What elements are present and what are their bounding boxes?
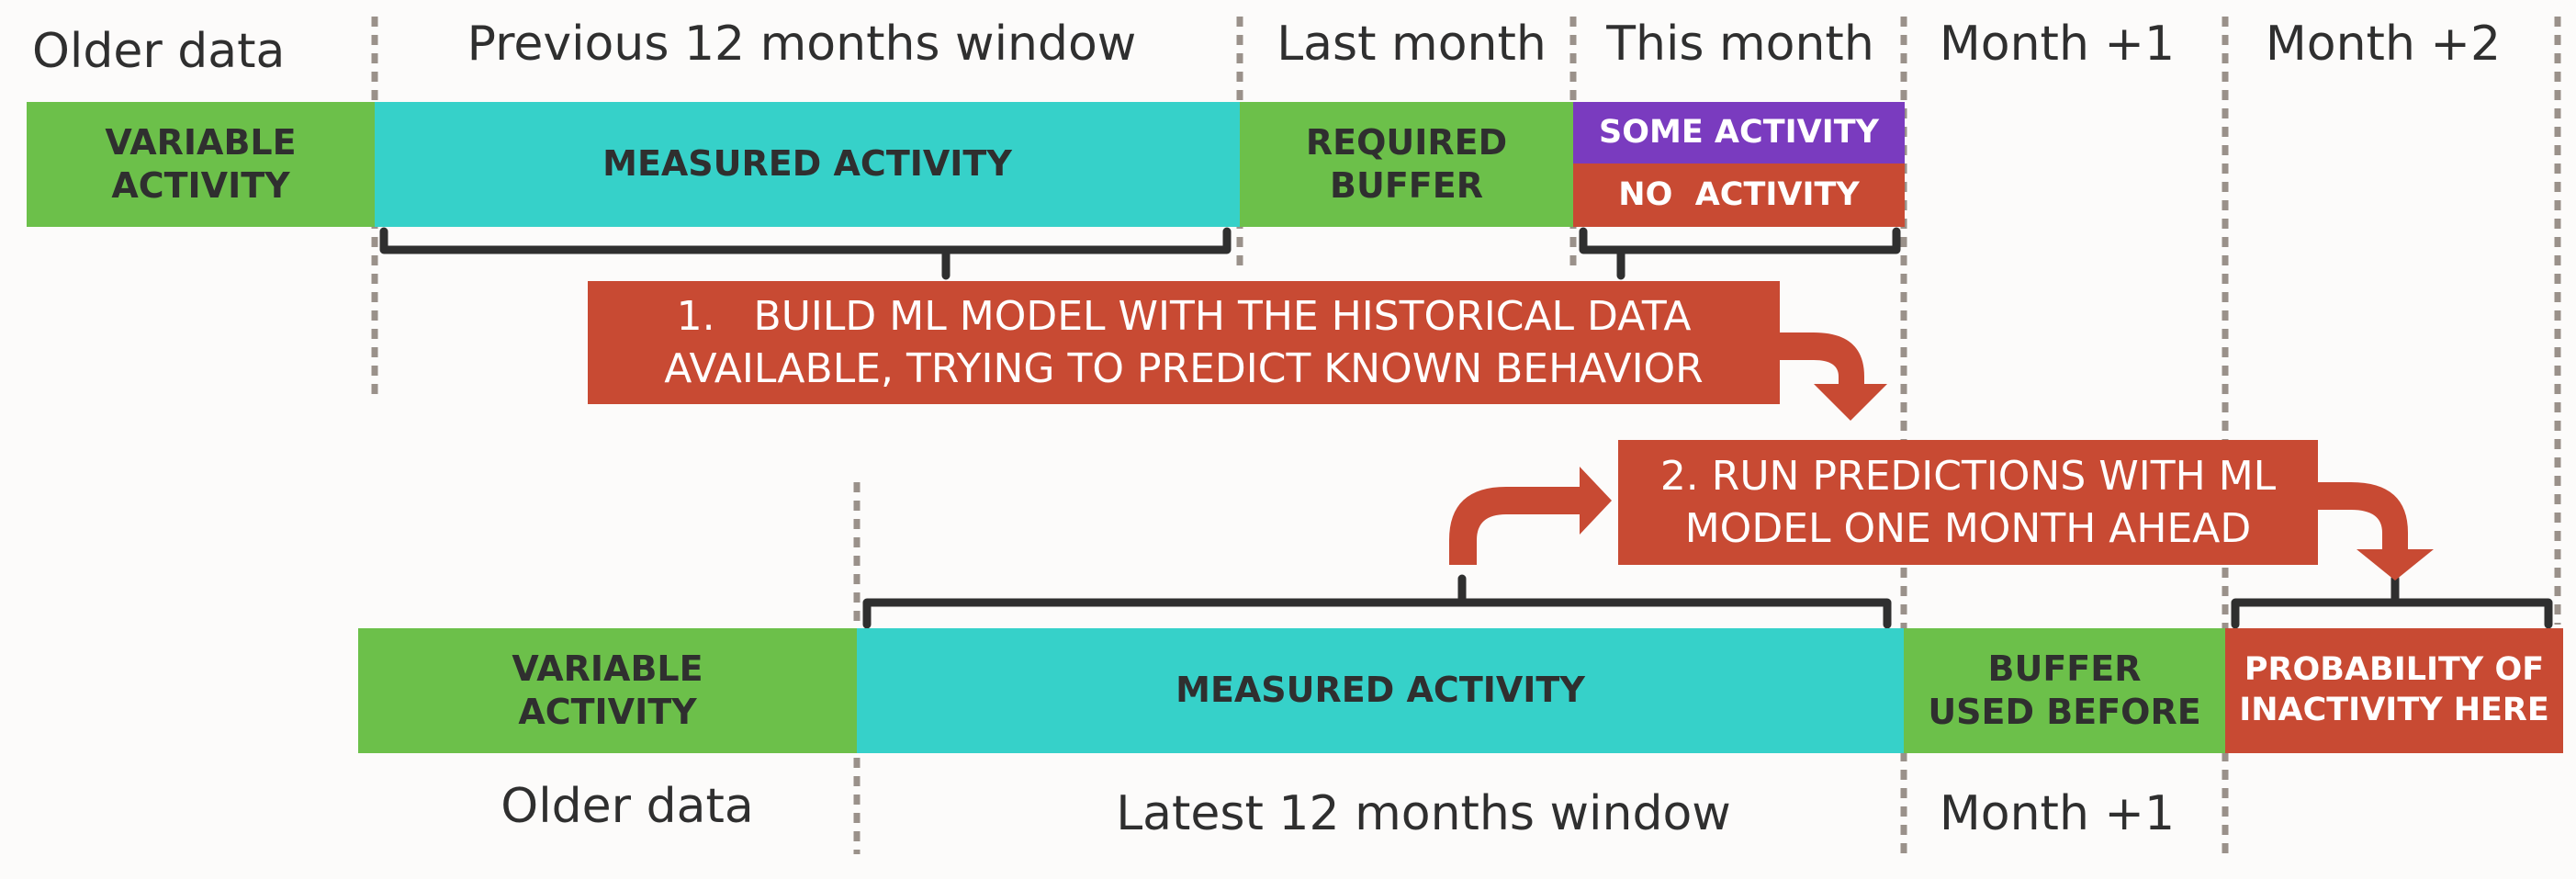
step2-line1: 2. RUN PREDICTIONS WITH ML: [1659, 452, 2277, 500]
header-older-data-top: Older data: [32, 24, 286, 79]
header-month-plus-2: Month +2: [2265, 17, 2502, 72]
header-month-plus-1-bottom: Month +1: [1939, 786, 2176, 841]
bracket-top-measured: [379, 227, 1232, 280]
step2-callout: 2. RUN PREDICTIONS WITH ML MODEL ONE MON…: [1618, 440, 2318, 565]
bottom-measured-activity-label: MEASURED ACTIVITY: [1176, 670, 1585, 711]
bottom-variable-activity-block: VARIABLE ACTIVITY: [358, 628, 857, 753]
probability-inactivity-block: PROBABILITY OF INACTIVITY HERE: [2225, 628, 2563, 753]
no-activity-label: NO ACTIVITY: [1618, 175, 1860, 213]
some-activity-label: SOME ACTIVITY: [1599, 113, 1879, 151]
header-older-data-bottom: Older data: [501, 779, 754, 834]
required-buffer-block: REQUIRED BUFFER: [1240, 102, 1573, 227]
arrow-to-step2: [1449, 467, 1612, 565]
some-activity-block: SOME ACTIVITY: [1573, 102, 1905, 163]
step1-line1: 1. BUILD ML MODEL WITH THE HISTORICAL DA…: [676, 292, 1692, 340]
buffer-used-before-block: BUFFER USED BEFORE: [1904, 628, 2225, 753]
header-this-month: This month: [1606, 17, 1874, 72]
header-latest-12-months: Latest 12 months window: [1116, 786, 1731, 841]
arrow-step2-to-probability: [2318, 482, 2434, 580]
bracket-bottom-probability: [2231, 574, 2553, 629]
step2-line2: MODEL ONE MONTH AHEAD: [1684, 505, 2252, 552]
buffer-used-before-label: BUFFER USED BEFORE: [1928, 648, 2201, 733]
top-measured-activity-block: MEASURED ACTIVITY: [375, 102, 1240, 227]
top-variable-activity-label: VARIABLE ACTIVITY: [105, 121, 297, 207]
top-measured-activity-label: MEASURED ACTIVITY: [602, 143, 1012, 185]
header-previous-12-months: Previous 12 months window: [467, 17, 1137, 72]
step1-callout: 1. BUILD ML MODEL WITH THE HISTORICAL DA…: [588, 281, 1780, 404]
bottom-variable-activity-label: VARIABLE ACTIVITY: [512, 648, 703, 733]
top-variable-activity-block: VARIABLE ACTIVITY: [27, 102, 375, 227]
step1-line2: AVAILABLE, TRYING TO PREDICT KNOWN BEHAV…: [664, 345, 1704, 392]
bracket-bottom-measured: [862, 574, 1892, 629]
no-activity-block: NO ACTIVITY: [1573, 163, 1905, 227]
header-last-month: Last month: [1277, 17, 1547, 72]
header-month-plus-1-top: Month +1: [1939, 17, 2176, 72]
probability-inactivity-label: PROBABILITY OF INACTIVITY HERE: [2239, 651, 2549, 728]
bottom-measured-activity-block: MEASURED ACTIVITY: [857, 628, 1904, 753]
arrow-step1-to-step2: [1780, 332, 1887, 421]
bracket-top-this-month: [1579, 227, 1901, 280]
required-buffer-label: REQUIRED BUFFER: [1305, 121, 1508, 207]
